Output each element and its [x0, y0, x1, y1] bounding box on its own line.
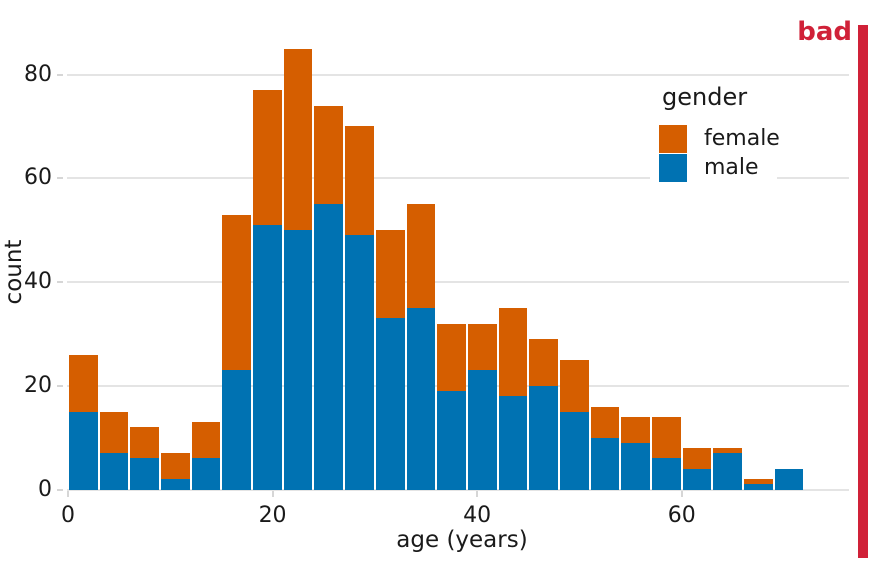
bar-segment-female [375, 230, 405, 319]
bar-segment-male [621, 442, 650, 490]
x-tick-label: 40 [463, 502, 492, 528]
bar-segment-female [130, 427, 160, 459]
bar-segment-male [744, 484, 773, 490]
gridline [67, 177, 849, 180]
y-tick-label: 60 [24, 165, 52, 191]
legend-item-male: male [659, 153, 777, 182]
bar-segment-male [130, 458, 160, 490]
x-tick [476, 490, 479, 497]
bar-segment-female [467, 323, 497, 371]
x-tick-label: 60 [667, 502, 696, 528]
x-tick [271, 490, 274, 497]
y-tick-label: 20 [24, 372, 52, 398]
bar-segment-female [437, 323, 466, 391]
bar-segment-female [99, 411, 129, 454]
y-tick-label: 40 [24, 269, 52, 294]
y-tick [57, 281, 63, 283]
female-swatch-icon [659, 124, 687, 153]
bar-segment-female [744, 479, 773, 485]
bar-segment-male [652, 458, 681, 490]
bar-segment-female [191, 422, 221, 459]
bar-segment-female [161, 453, 190, 480]
x-tick-label: 20 [258, 502, 287, 528]
bar-segment-male [345, 235, 374, 490]
bar-segment-female [345, 126, 374, 236]
y-tick-label: 0 [38, 476, 52, 502]
bar-segment-male [253, 224, 282, 490]
gridline [67, 281, 849, 283]
bar-segment-male [467, 370, 497, 490]
bar-segment-male [283, 230, 313, 490]
bar-segment-female [283, 48, 313, 231]
bar-segment-female [713, 448, 743, 454]
bar-segment-male [375, 318, 405, 490]
bar-segment-female [621, 416, 650, 443]
bar-segment-female [529, 339, 558, 386]
bar-segment-female [590, 406, 620, 438]
bar-segment-male [498, 396, 528, 490]
bar-segment-male [69, 411, 98, 490]
y-tick [57, 384, 63, 387]
legend-item-female: female [659, 124, 780, 153]
bar-segment-female [406, 204, 436, 308]
bar-segment-male [437, 390, 466, 490]
bar-segment-female [314, 105, 344, 205]
legend: gender female male [650, 82, 780, 196]
bar-segment-male [99, 453, 129, 490]
x-tick [67, 490, 69, 497]
y-tick-label: 80 [24, 61, 52, 87]
bar-segment-male [682, 468, 712, 490]
legend-items: female male [650, 124, 780, 182]
bar-segment-female [69, 354, 98, 412]
bar-segment-male [529, 385, 558, 490]
bar-segment-male [161, 479, 190, 490]
bar-segment-male [222, 370, 252, 490]
x-tick-label: 0 [61, 502, 75, 528]
y-tick [57, 73, 63, 76]
gridline [67, 488, 849, 491]
stamp-bar [858, 25, 868, 558]
bar-segment-female [559, 359, 589, 412]
y-tick [57, 488, 63, 491]
bar-segment-male [590, 437, 620, 490]
x-axis-title: age (years) [396, 527, 528, 553]
bar-segment-male [713, 453, 743, 490]
bar-segment-male [774, 468, 804, 490]
gridline [67, 73, 849, 76]
legend-label: female [704, 126, 780, 151]
bar-segment-female [253, 90, 282, 225]
bar-segment-female [498, 307, 528, 397]
x-tick [680, 490, 683, 497]
y-tick [57, 177, 63, 180]
bar-segment-female [222, 214, 252, 371]
bar-segment-female [652, 416, 681, 459]
bar-segment-male [314, 204, 344, 490]
bar-segment-female [682, 448, 712, 469]
legend-title: gender [662, 83, 748, 111]
legend-label: male [704, 155, 759, 180]
bar-segment-male [559, 411, 589, 490]
male-swatch-icon [659, 153, 687, 182]
bar-segment-male [191, 458, 221, 490]
y-axis-title: count [1, 239, 27, 305]
stamp-label: bad [797, 17, 852, 47]
bar-segment-male [406, 307, 436, 490]
